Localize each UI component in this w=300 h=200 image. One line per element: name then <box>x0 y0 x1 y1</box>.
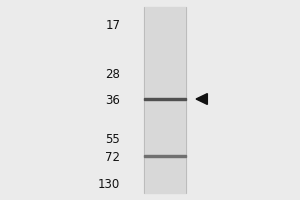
Polygon shape <box>196 94 207 104</box>
Text: 28: 28 <box>105 68 120 81</box>
Text: 55: 55 <box>106 133 120 146</box>
Bar <box>144 7 186 193</box>
Bar <box>144 155 186 157</box>
Text: 130: 130 <box>98 178 120 191</box>
Text: 36: 36 <box>105 94 120 106</box>
Text: 72: 72 <box>105 151 120 164</box>
Text: 17: 17 <box>105 19 120 32</box>
Bar <box>144 98 186 100</box>
